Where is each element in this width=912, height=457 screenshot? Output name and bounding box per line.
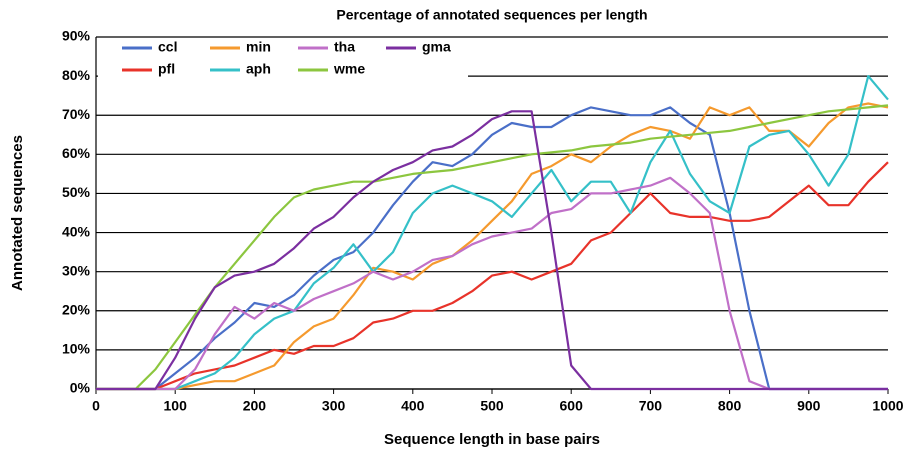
x-tick-label: 0 — [92, 398, 100, 414]
legend-label: aph — [246, 61, 271, 77]
x-tick-label: 400 — [401, 398, 425, 414]
chart-title: Percentage of annotated sequences per le… — [336, 7, 647, 23]
x-tick-label: 700 — [639, 398, 663, 414]
legend-label: wme — [333, 61, 365, 77]
series-line — [96, 102, 889, 391]
legend-label: ccl — [158, 39, 177, 55]
x-tick-label: 200 — [243, 398, 267, 414]
x-tick-label: 100 — [164, 398, 188, 414]
x-tick-label: 300 — [322, 398, 346, 414]
x-axis-label: Sequence length in base pairs — [384, 431, 600, 448]
y-tick-label: 60% — [62, 145, 91, 161]
series-line — [96, 161, 889, 391]
y-axis-label: Annotated sequences — [9, 135, 26, 291]
y-tick-label: 40% — [62, 223, 91, 239]
series-line — [96, 110, 888, 391]
x-tick-label: 600 — [560, 398, 584, 414]
y-tick-label: 90% — [62, 28, 91, 44]
legend-box — [98, 39, 468, 85]
y-tick-label: 70% — [62, 106, 91, 122]
y-tick-label: 10% — [62, 341, 91, 357]
legend-label: tha — [334, 39, 355, 55]
series-line — [96, 106, 888, 391]
x-tick-label: 1000 — [872, 398, 903, 414]
y-tick-label: 30% — [62, 262, 91, 278]
y-tick-label: 0% — [70, 380, 91, 396]
series-line — [96, 104, 889, 391]
x-tick-label: 900 — [797, 398, 821, 414]
legend-label: gma — [422, 39, 451, 55]
x-tick-label: 800 — [718, 398, 742, 414]
y-tick-label: 80% — [62, 67, 91, 83]
legend-label: pfl — [158, 61, 175, 77]
legend-label: min — [246, 39, 271, 55]
series-line — [96, 75, 889, 391]
y-tick-label: 50% — [62, 184, 91, 200]
y-tick-label: 20% — [62, 301, 91, 317]
series-line — [96, 176, 888, 391]
x-tick-label: 500 — [480, 398, 504, 414]
